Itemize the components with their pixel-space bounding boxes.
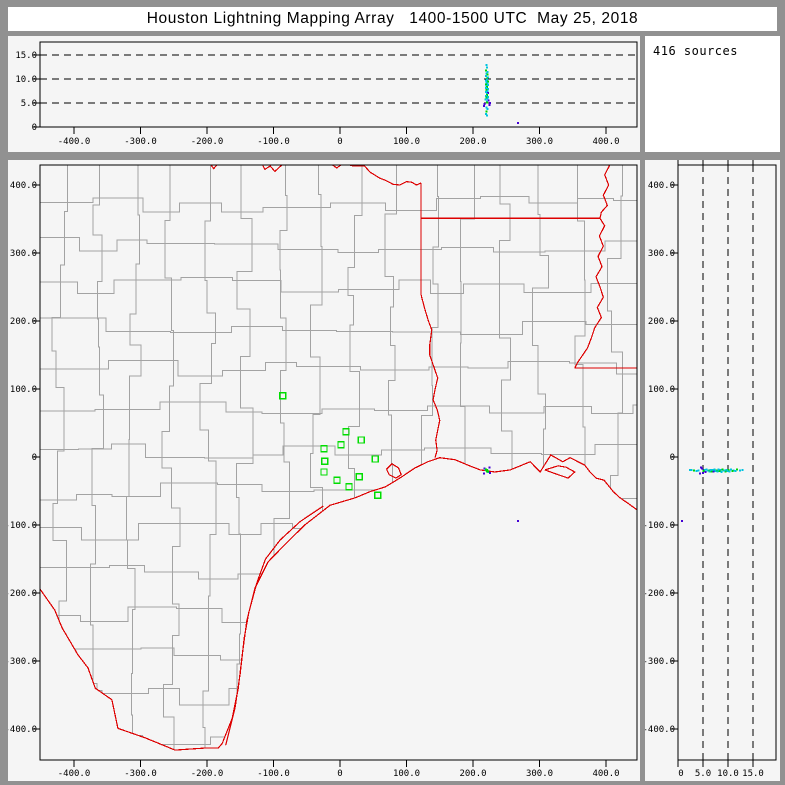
svg-text:300.0: 300.0 <box>648 249 675 259</box>
svg-text:300.0: 300.0 <box>526 769 553 779</box>
ew-alt-plot: 0 5.0 10.0 15.0 -400.0 -300.0 -200.0 -100.0 0 100… <box>15 41 638 147</box>
title-bar: Houston Lightning Mapping Array 1400-150… <box>8 7 777 31</box>
svg-text:0: 0 <box>32 123 37 133</box>
svg-text:200.0: 200.0 <box>648 317 675 327</box>
svg-text:5.0: 5.0 <box>695 769 711 779</box>
svg-text:100.0: 100.0 <box>393 769 420 779</box>
svg-text:200.0: 200.0 <box>459 137 486 147</box>
svg-text:-200.0: -200.0 <box>645 589 675 599</box>
ew-altitude-panel: 0 5.0 10.0 15.0 -400.0 -300.0 -200.0 -100.0 0 100… <box>8 36 640 152</box>
svg-text:-200.0: -200.0 <box>191 769 224 779</box>
svg-text:0: 0 <box>32 453 37 463</box>
lma-station-markers <box>279 392 382 499</box>
svg-text:-200.0: -200.0 <box>191 137 224 147</box>
county-boundaries <box>40 165 637 751</box>
svg-text:400.0: 400.0 <box>10 181 37 191</box>
svg-text:400.0: 400.0 <box>592 769 619 779</box>
svg-text:200.0: 200.0 <box>10 317 37 327</box>
sources-count-label: 416 sources <box>653 44 738 58</box>
map-plot: 400.0 300.0 200.0 100.0 0 -100.0 -200.0 -300.0 -… <box>8 164 638 779</box>
svg-text:-200.0: -200.0 <box>8 589 37 599</box>
svg-text:-100.0: -100.0 <box>257 769 290 779</box>
svg-text:-300.0: -300.0 <box>124 769 157 779</box>
svg-text:100.0: 100.0 <box>648 385 675 395</box>
svg-text:-400.0: -400.0 <box>8 725 37 735</box>
svg-text:-400.0: -400.0 <box>58 769 91 779</box>
svg-text:200.0: 200.0 <box>459 769 486 779</box>
svg-text:15.0: 15.0 <box>742 769 764 779</box>
altitude-ns-panel: 400.0 300.0 200.0 100.0 0 -100.0 -200.0 -300.0 -… <box>645 160 780 781</box>
svg-text:0: 0 <box>337 137 342 147</box>
svg-text:300.0: 300.0 <box>526 137 553 147</box>
svg-text:10.0: 10.0 <box>15 75 37 85</box>
svg-text:15.0: 15.0 <box>15 51 37 61</box>
alt-ns-plot: 400.0 300.0 200.0 100.0 0 -100.0 -200.0 -300.0 -… <box>645 160 777 779</box>
sources-count-panel: 416 sources <box>645 36 780 152</box>
svg-text:-300.0: -300.0 <box>8 657 37 667</box>
state-borders <box>40 165 637 751</box>
plan-view-map-panel: 400.0 300.0 200.0 100.0 0 -100.0 -200.0 -300.0 -… <box>8 160 640 781</box>
svg-text:-300.0: -300.0 <box>645 657 675 667</box>
svg-text:10.0: 10.0 <box>717 769 739 779</box>
svg-text:300.0: 300.0 <box>10 249 37 259</box>
svg-text:5.0: 5.0 <box>21 99 37 109</box>
svg-text:-400.0: -400.0 <box>645 725 675 735</box>
svg-text:-300.0: -300.0 <box>124 137 157 147</box>
page-title: Houston Lightning Mapping Array 1400-150… <box>146 10 639 27</box>
svg-text:400.0: 400.0 <box>592 137 619 147</box>
svg-text:-100.0: -100.0 <box>257 137 290 147</box>
svg-text:400.0: 400.0 <box>648 181 675 191</box>
svg-text:0: 0 <box>670 453 675 463</box>
svg-text:0: 0 <box>337 769 342 779</box>
svg-text:-400.0: -400.0 <box>58 137 91 147</box>
svg-text:-100.0: -100.0 <box>645 521 675 531</box>
svg-text:0: 0 <box>678 769 683 779</box>
svg-text:100.0: 100.0 <box>393 137 420 147</box>
svg-text:100.0: 100.0 <box>10 385 37 395</box>
svg-text:-100.0: -100.0 <box>8 521 37 531</box>
lightning-sources <box>483 466 520 522</box>
